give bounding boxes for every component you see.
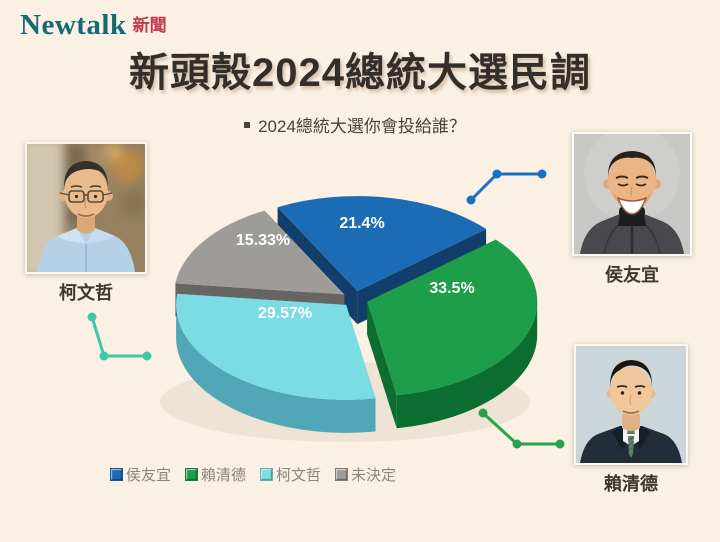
candidate-name-hou: 侯友宜: [605, 265, 659, 285]
legend-item: 柯文哲: [260, 464, 321, 485]
newtalk-wordmark: Newtalk: [20, 9, 127, 41]
candidate-photo: [572, 126, 692, 256]
svg-text:29.57%: 29.57%: [258, 305, 312, 322]
legend-label: 侯友宜: [126, 467, 172, 484]
bullet-square-icon: [244, 121, 251, 128]
ko-portrait-illustration: [21, 138, 149, 278]
candidate-name-ko: 柯文哲: [59, 283, 113, 303]
svg-text:33.5%: 33.5%: [429, 280, 474, 297]
subtitle-text: 2024總統大選你會投給誰？: [258, 117, 466, 136]
candidate-photo: [574, 344, 688, 465]
legend-label: 賴清德: [201, 467, 247, 484]
lai-portrait-illustration: [576, 346, 686, 463]
legend-item: 未決定: [335, 464, 396, 485]
svg-text:21.4%: 21.4%: [339, 215, 384, 232]
newtalk-logo: Newtalk 新聞: [20, 9, 167, 42]
legend-swatch-icon: [185, 468, 199, 481]
page-title: 新頭殼2024總統大選民調: [129, 51, 591, 95]
legend-label: 柯文哲: [276, 467, 322, 484]
photo-lai-ching-te: 賴清德: [574, 344, 688, 496]
newtalk-suffix: 新聞: [132, 16, 167, 35]
photo-hou-yu-ih: 侯友宜: [572, 126, 692, 287]
candidate-name-lai: 賴清德: [604, 474, 658, 494]
legend-swatch-icon: [110, 468, 123, 481]
legend-swatch-icon: [335, 468, 349, 481]
legend-item: 侯友宜: [110, 464, 171, 485]
legend-label: 未決定: [351, 467, 397, 484]
chart-legend: 侯友宜 賴清德 柯文哲 未決定: [110, 464, 396, 485]
svg-text:15.33%: 15.33%: [236, 232, 290, 249]
legend-item: 賴清德: [185, 464, 246, 485]
candidate-photo: [21, 138, 149, 278]
chart-subtitle: 2024總統大選你會投給誰？: [0, 112, 710, 137]
photo-ko-wen-je: 柯文哲: [21, 138, 149, 305]
legend-swatch-icon: [260, 468, 274, 481]
hou-portrait-illustration: [574, 126, 690, 255]
